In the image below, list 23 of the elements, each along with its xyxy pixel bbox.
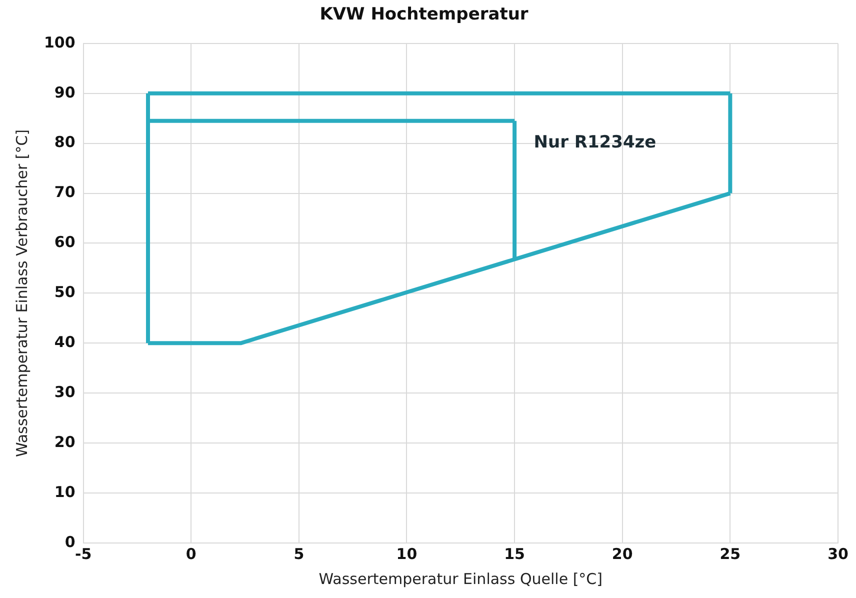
chart-title: KVW Hochtemperatur [320, 4, 529, 25]
x-tick-label: 5 [294, 544, 304, 563]
y-tick-label: 90 [54, 83, 76, 102]
x-axis-title: Wassertemperatur Einlass Quelle [°C] [318, 570, 603, 588]
y-tick-label: 60 [54, 233, 76, 252]
y-axis-title: Wassertemperatur Einlass Verbraucher [°C] [12, 129, 31, 458]
y-tick-label: 0 [64, 532, 76, 551]
y-tick-label: 100 [44, 33, 76, 52]
y-tick-label: 10 [54, 482, 76, 501]
y-tick-label: 80 [54, 133, 76, 152]
y-tick-label: 30 [54, 383, 76, 402]
annotation: Nur R1234ze [534, 132, 656, 153]
x-tick-label: 25 [720, 544, 741, 563]
y-tick-label: 50 [54, 283, 76, 302]
y-tick-label: 20 [54, 432, 76, 451]
x-tick-label: 10 [396, 544, 418, 563]
x-tick-label: 20 [612, 544, 633, 563]
x-tick-label: 0 [186, 544, 196, 563]
x-tick-label: 15 [504, 544, 525, 563]
x-tick-label: 30 [828, 544, 848, 563]
y-tick-label: 70 [54, 183, 76, 202]
y-tick-label: 40 [54, 333, 76, 352]
x-tick-label: -5 [74, 544, 92, 563]
